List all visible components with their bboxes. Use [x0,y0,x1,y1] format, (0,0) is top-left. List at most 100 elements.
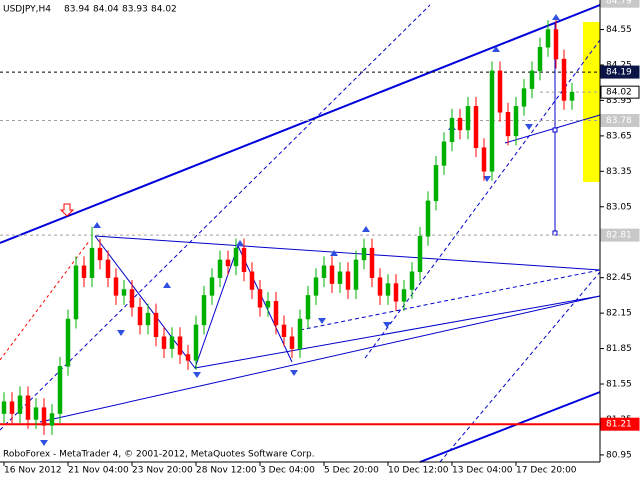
candle-body [9,401,15,414]
candle-body [505,112,511,137]
projection-point [552,230,558,236]
candle-body [169,336,175,349]
candle-body [33,407,39,420]
candle-body [305,295,311,320]
y-tick-label: 80.95 [606,450,632,460]
candle-body [473,106,479,148]
candle-body [345,271,351,290]
candle-body [337,271,343,284]
y-tick-label: 81.85 [606,344,632,354]
x-tick-label: 5 Dec 20:00 [324,466,379,476]
channel-line [439,271,601,463]
y-tick-label: 81.55 [606,380,632,390]
signal-arrow [59,203,75,217]
candle-body [1,401,7,414]
price-label: 82.81 [606,231,632,241]
header-value: 84.04 [93,5,119,15]
price-label-box [600,228,640,242]
candle-body [81,265,87,278]
candle-body [569,91,575,101]
candle-body [17,395,23,414]
candle-body [225,259,231,267]
wave-line [94,235,293,370]
candle-body [209,277,215,296]
x-tick-label: 23 Nov 20:00 [132,466,193,476]
channel-line [0,4,431,431]
candle-body [377,277,383,296]
candle-body [201,295,207,326]
trend-line [39,295,601,423]
channel-line [0,239,91,361]
price-label: 84.79 [606,0,632,7]
candle-body [441,141,447,166]
y-tick-label: 84.55 [606,25,632,35]
candle-body [321,265,327,278]
candle-body [249,271,255,290]
candle-body [497,70,503,113]
candle-body [177,336,183,355]
candle-body [153,312,159,338]
candle-body [289,336,295,349]
candle-body [529,70,535,89]
candle-body [481,147,487,172]
candle-body [297,318,303,349]
x-tick-label: 10 Dec 12:00 [388,466,449,476]
x-tick-label: 13 Dec 04:00 [452,466,513,476]
candle-body [489,70,495,172]
x-tick-label: 3 Dec 04:00 [260,466,315,476]
y-tick-label: 82.45 [606,273,632,283]
price-label: 84.19 [606,68,632,78]
candle-body [129,289,135,308]
candle-body [457,117,463,131]
candle-body [233,247,239,267]
candle-body [361,247,367,261]
candle-body [73,265,79,320]
x-tick-label: 28 Nov 12:00 [196,466,257,476]
candle-body [97,247,103,261]
channel-line [299,269,601,331]
price-label-box [600,65,640,79]
y-tick-label: 83.95 [606,96,632,106]
x-tick-label: 17 Dec 20:00 [516,466,577,476]
y-tick-label: 84.25 [606,60,632,70]
x-tick-label: 16 Nov 2012 [4,466,62,476]
header-value: 84.02 [151,5,177,15]
candle-body [433,165,439,202]
candle-body [137,306,143,326]
price-label: 84.02 [606,88,632,98]
candle-body [425,200,431,237]
header-value: 83.94 [64,5,90,15]
price-label-box [600,114,640,128]
candle-body [385,283,391,296]
candle-body [105,259,111,278]
candle-body [65,318,71,367]
candle-body [121,289,127,296]
candle-body [329,265,335,284]
price-label: 83.78 [606,116,632,126]
trend-line [194,295,601,369]
candle-body [353,259,359,290]
candle-body [89,247,95,278]
candle-body [369,247,375,278]
candle-body [193,324,199,361]
candle-body [401,289,407,302]
y-tick-label: 83.05 [606,202,632,212]
trend-line [94,235,601,271]
symbol-title: USDJPY,H4 [3,5,51,15]
candle-body [313,277,319,296]
candle-body [553,29,559,60]
candle-body [273,301,279,326]
candle-body [257,289,263,308]
footer: RoboForex - MetaTrader 4, © 2001-2012, M… [3,450,315,460]
candle-body [417,236,423,273]
price-label-box [600,85,640,99]
candle-body [41,407,47,426]
candle-body [537,47,543,72]
candle-body [561,58,567,101]
candle-body [265,301,271,308]
candle-body [185,354,191,361]
price-label-box [600,417,640,431]
header-value: 83.93 [122,5,148,15]
candle-body [161,336,167,349]
candle-body [449,117,455,143]
